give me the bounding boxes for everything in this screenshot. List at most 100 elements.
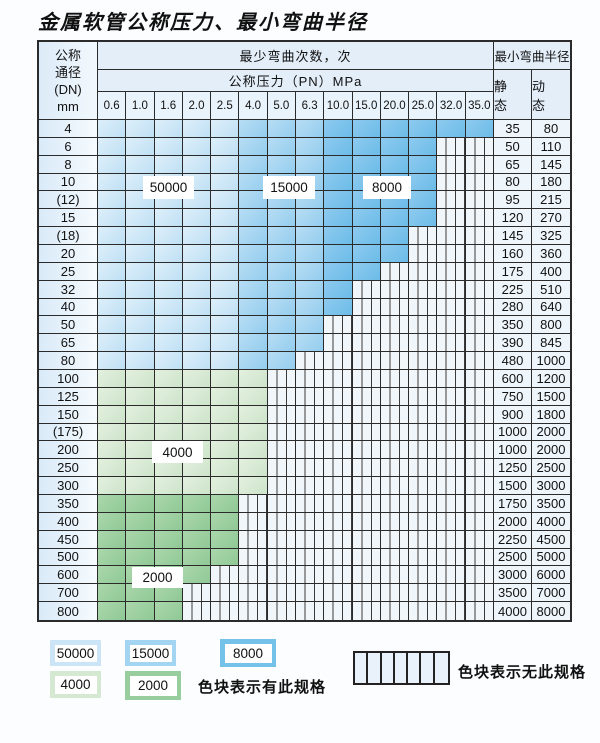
matrix-cell — [154, 155, 183, 174]
matrix-cell — [126, 423, 155, 442]
static-cell: 480 — [494, 352, 532, 370]
matrix-cell — [380, 370, 410, 388]
static-cell: 600 — [494, 370, 532, 388]
matrix-cell — [154, 495, 183, 513]
matrix-cell — [409, 245, 438, 263]
matrix-cell — [182, 298, 212, 317]
matrix-cell — [380, 566, 410, 585]
matrix-cell — [126, 602, 155, 620]
matrix-cell — [98, 370, 127, 388]
matrix-cell — [267, 459, 296, 478]
matrix-cell — [380, 262, 410, 281]
matrix-cell — [324, 405, 353, 424]
matrix-cell — [437, 584, 466, 603]
dynamic-cell: 180 — [532, 173, 570, 192]
matrix-cell — [267, 280, 296, 299]
pressure-col-header: 2.5 — [211, 92, 240, 120]
matrix-cell — [437, 137, 466, 156]
dn-header: 公称 通径 (DN) mm — [39, 42, 98, 120]
matrix-cell — [126, 477, 155, 495]
matrix-cell — [324, 459, 353, 478]
matrix-cell — [296, 548, 325, 567]
matrix-cell — [98, 352, 127, 370]
matrix-cell — [296, 530, 325, 549]
matrix-cell — [239, 495, 268, 513]
matrix-cell — [409, 155, 438, 174]
matrix-cell — [126, 298, 155, 317]
matrix-cell — [182, 209, 212, 228]
matrix-cell — [211, 566, 240, 585]
matrix-cell — [324, 227, 353, 245]
pressure-table: 公称 通径 (DN) mm 最少弯曲次数，次 最小弯曲半径 公称压力（PN）MPa 静 态动 … — [37, 40, 572, 622]
matrix-cell — [126, 262, 155, 281]
matrix-cell — [409, 530, 438, 549]
cycle-label-8000: 8000 — [363, 176, 411, 199]
matrix-cell — [465, 191, 494, 210]
legend-swatch-4000: 4000 — [50, 671, 101, 698]
matrix-cell — [324, 477, 353, 495]
dn-cell: 800 — [39, 602, 98, 620]
matrix-cell — [267, 584, 296, 603]
matrix-cell — [154, 298, 183, 317]
matrix-cell — [465, 530, 494, 549]
matrix-cell — [154, 477, 183, 495]
matrix-cell — [182, 370, 212, 388]
matrix-cell — [465, 584, 494, 603]
matrix-cell — [380, 405, 410, 424]
matrix-cell — [98, 120, 127, 138]
matrix-cell — [267, 387, 296, 406]
matrix-cell — [465, 370, 494, 388]
matrix-cell — [465, 120, 494, 138]
matrix-cell — [380, 334, 410, 353]
dn-cell: 125 — [39, 387, 98, 406]
matrix-cell — [380, 441, 410, 460]
matrix-cell — [437, 495, 466, 513]
matrix-cell — [437, 245, 466, 263]
matrix-cell — [465, 352, 494, 370]
matrix-cell — [267, 137, 296, 156]
bend-radius-header: 最小弯曲半径 — [494, 42, 570, 70]
matrix-cell — [154, 387, 183, 406]
matrix-cell — [239, 298, 268, 317]
matrix-cell — [182, 423, 212, 442]
matrix-cell — [409, 423, 438, 442]
static-cell: 900 — [494, 405, 532, 424]
matrix-cell — [352, 459, 381, 478]
dynamic-cell: 3500 — [532, 495, 570, 513]
matrix-cell — [296, 352, 325, 370]
matrix-cell — [465, 173, 494, 192]
dn-cell: 10 — [39, 173, 98, 192]
matrix-cell — [267, 245, 296, 263]
dynamic-cell: 80 — [532, 120, 570, 138]
matrix-cell — [296, 155, 325, 174]
matrix-cell — [267, 477, 296, 495]
matrix-cell — [296, 477, 325, 495]
matrix-cell — [126, 584, 155, 603]
matrix-cell — [324, 495, 353, 513]
matrix-cell — [409, 602, 438, 620]
dn-cell: 450 — [39, 530, 98, 549]
matrix-cell — [380, 495, 410, 513]
matrix-cell — [324, 262, 353, 281]
matrix-cell — [465, 512, 494, 531]
dn-cell: 6 — [39, 137, 98, 156]
matrix-cell — [126, 155, 155, 174]
matrix-cell — [154, 602, 183, 620]
dn-cell: 65 — [39, 334, 98, 353]
matrix-cell — [352, 155, 381, 174]
matrix-cell — [154, 227, 183, 245]
matrix-cell — [352, 495, 381, 513]
legend-swatch-label: 2000 — [129, 675, 177, 696]
matrix-cell — [98, 441, 127, 460]
matrix-cell — [380, 530, 410, 549]
matrix-cell — [182, 548, 212, 567]
matrix-cell — [380, 459, 410, 478]
matrix-cell — [239, 280, 268, 299]
matrix-cell — [182, 352, 212, 370]
matrix-cell — [267, 566, 296, 585]
pressure-col-header: 25.0 — [409, 92, 438, 120]
matrix-cell — [380, 227, 410, 245]
dynamic-cell: 7000 — [532, 584, 570, 603]
matrix-cell — [267, 512, 296, 531]
